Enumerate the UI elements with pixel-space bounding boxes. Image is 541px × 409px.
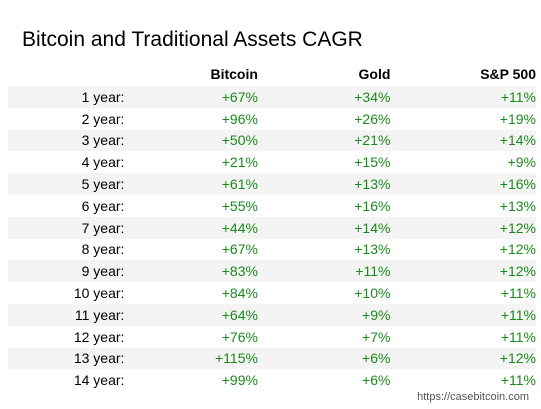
table-row: 3 year: +50% +21% +14%: [8, 129, 536, 152]
cell-bitcoin: +21%: [221, 154, 258, 171]
cell-gold: +11%: [257, 260, 391, 283]
cell-gold: +13%: [354, 241, 391, 258]
cell-bitcoin: +99%: [221, 372, 258, 389]
cell-sp500: +9%: [507, 154, 536, 171]
table-row: 14 year: +99% +6% +11%: [8, 369, 536, 391]
table-body: 1 year: +67% +34% +11% 2 year: +96% +26% +19% 3 …: [8, 86, 536, 391]
cell-gold: +13%: [257, 173, 391, 195]
header-bitcoin: Bitcoin: [210, 66, 258, 82]
cell-gold: +15%: [354, 154, 391, 171]
header-blank: [8, 62, 124, 86]
header-gold: Gold: [358, 66, 391, 82]
table-row: 4 year: +21% +15% +9%: [8, 151, 536, 173]
cell-gold: +6%: [257, 347, 391, 370]
cell-gold: +7%: [362, 328, 391, 345]
cell-gold: +21%: [257, 129, 391, 152]
cell-bitcoin: +67%: [124, 86, 258, 108]
cell-bitcoin: +61%: [124, 173, 258, 195]
table-row: 9 year: +83% +11% +12%: [8, 260, 536, 283]
cell-bitcoin: +44%: [124, 216, 258, 239]
table-row: 13 year: +115% +6% +12%: [8, 347, 536, 370]
cell-gold: +14%: [257, 216, 391, 239]
row-label: 3 year:: [8, 129, 125, 152]
source-link[interactable]: https://casebitcoin.com: [417, 391, 529, 403]
header-sp500: S&P 500: [480, 66, 536, 82]
table-row: 1 year: +67% +34% +11%: [8, 86, 536, 108]
cell-gold: +26%: [354, 110, 391, 127]
cell-sp500: +16%: [390, 173, 536, 195]
row-label: 12 year:: [73, 328, 125, 345]
row-label: 8 year:: [81, 241, 125, 258]
row-label: 2 year:: [81, 110, 125, 127]
row-label: 11 year:: [8, 303, 125, 326]
cell-sp500: +12%: [390, 347, 536, 370]
cell-sp500: +11%: [500, 328, 536, 345]
row-label: 13 year:: [8, 347, 125, 370]
row-label: 6 year:: [81, 197, 125, 214]
row-label: 9 year:: [8, 260, 125, 283]
cell-sp500: +12%: [390, 260, 536, 283]
cell-sp500: +11%: [390, 86, 536, 108]
cell-sp500: +11%: [500, 372, 536, 389]
cell-bitcoin: +115%: [124, 347, 258, 370]
cell-bitcoin: +55%: [221, 197, 258, 214]
cell-gold: +9%: [257, 303, 391, 326]
row-label: 7 year:: [8, 216, 125, 239]
cell-gold: +6%: [362, 372, 391, 389]
row-label: 5 year:: [8, 173, 125, 195]
cell-sp500: +13%: [499, 197, 536, 214]
table-row: 12 year: +76% +7% +11%: [8, 326, 536, 348]
cell-sp500: +11%: [390, 303, 536, 326]
row-label: 10 year:: [73, 285, 125, 302]
table-row: 10 year: +84% +10% +11%: [8, 282, 536, 304]
cell-gold: +34%: [257, 86, 391, 108]
table-row: 11 year: +64% +9% +11%: [8, 303, 536, 326]
cell-bitcoin: +76%: [221, 328, 258, 345]
table-row: 5 year: +61% +13% +16%: [8, 173, 536, 195]
cell-sp500: +11%: [500, 285, 536, 302]
table-row: 7 year: +44% +14% +12%: [8, 216, 536, 239]
row-label: 4 year:: [81, 154, 125, 171]
chart-title: Bitcoin and Traditional Assets CAGR: [22, 28, 363, 51]
cagr-table: Bitcoin Gold S&P 500 1 year: +67% +34% +11%…: [8, 62, 536, 391]
cell-sp500: +19%: [499, 110, 536, 127]
cell-bitcoin: +84%: [221, 285, 258, 302]
table-row: 6 year: +55% +16% +13%: [8, 195, 536, 217]
table-row: 2 year: +96% +26% +19%: [8, 108, 536, 130]
cell-sp500: +12%: [499, 241, 536, 258]
cell-sp500: +14%: [390, 129, 536, 152]
cell-bitcoin: +50%: [124, 129, 258, 152]
cell-sp500: +12%: [390, 216, 536, 239]
cell-gold: +16%: [354, 197, 391, 214]
row-label: 1 year:: [8, 86, 125, 108]
cell-bitcoin: +67%: [221, 241, 258, 258]
table-header-row: Bitcoin Gold S&P 500: [8, 62, 536, 86]
cell-bitcoin: +96%: [221, 110, 258, 127]
cell-bitcoin: +64%: [124, 303, 258, 326]
cell-bitcoin: +83%: [124, 260, 258, 283]
row-label: 14 year:: [73, 372, 125, 389]
table-row: 8 year: +67% +13% +12%: [8, 239, 536, 261]
cell-gold: +10%: [354, 285, 391, 302]
